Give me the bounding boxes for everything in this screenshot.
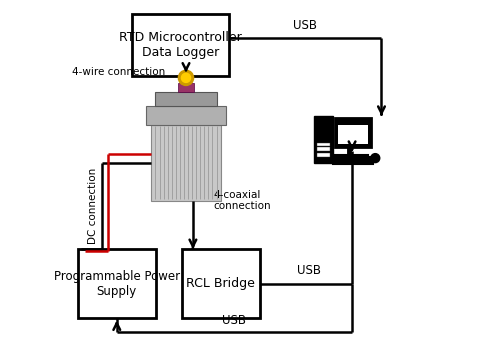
Bar: [182, 249, 260, 318]
Text: USB: USB: [294, 19, 318, 32]
Bar: [178, 83, 194, 92]
Bar: [155, 92, 217, 106]
Bar: [336, 155, 368, 160]
Bar: [132, 14, 229, 76]
Circle shape: [178, 70, 194, 85]
Bar: [333, 157, 373, 164]
Bar: [152, 125, 220, 201]
Text: Programmable Power
Supply: Programmable Power Supply: [54, 270, 180, 298]
Text: 4-wire connection: 4-wire connection: [72, 67, 165, 77]
Text: USB: USB: [222, 313, 246, 327]
Bar: [317, 147, 330, 151]
Bar: [317, 153, 330, 157]
Bar: [146, 106, 226, 125]
Text: USB: USB: [298, 264, 322, 277]
Bar: [338, 125, 368, 144]
Text: RTD Microcontroller
Data Logger: RTD Microcontroller Data Logger: [120, 31, 242, 59]
Text: RCL Bridge: RCL Bridge: [186, 277, 255, 290]
Text: DC connection: DC connection: [88, 168, 99, 244]
Circle shape: [371, 154, 380, 163]
Text: 4-coaxial
connection: 4-coaxial connection: [214, 190, 272, 211]
Circle shape: [182, 73, 190, 82]
Bar: [335, 118, 371, 147]
Bar: [317, 143, 330, 146]
Bar: [78, 249, 156, 318]
Bar: [314, 116, 333, 163]
